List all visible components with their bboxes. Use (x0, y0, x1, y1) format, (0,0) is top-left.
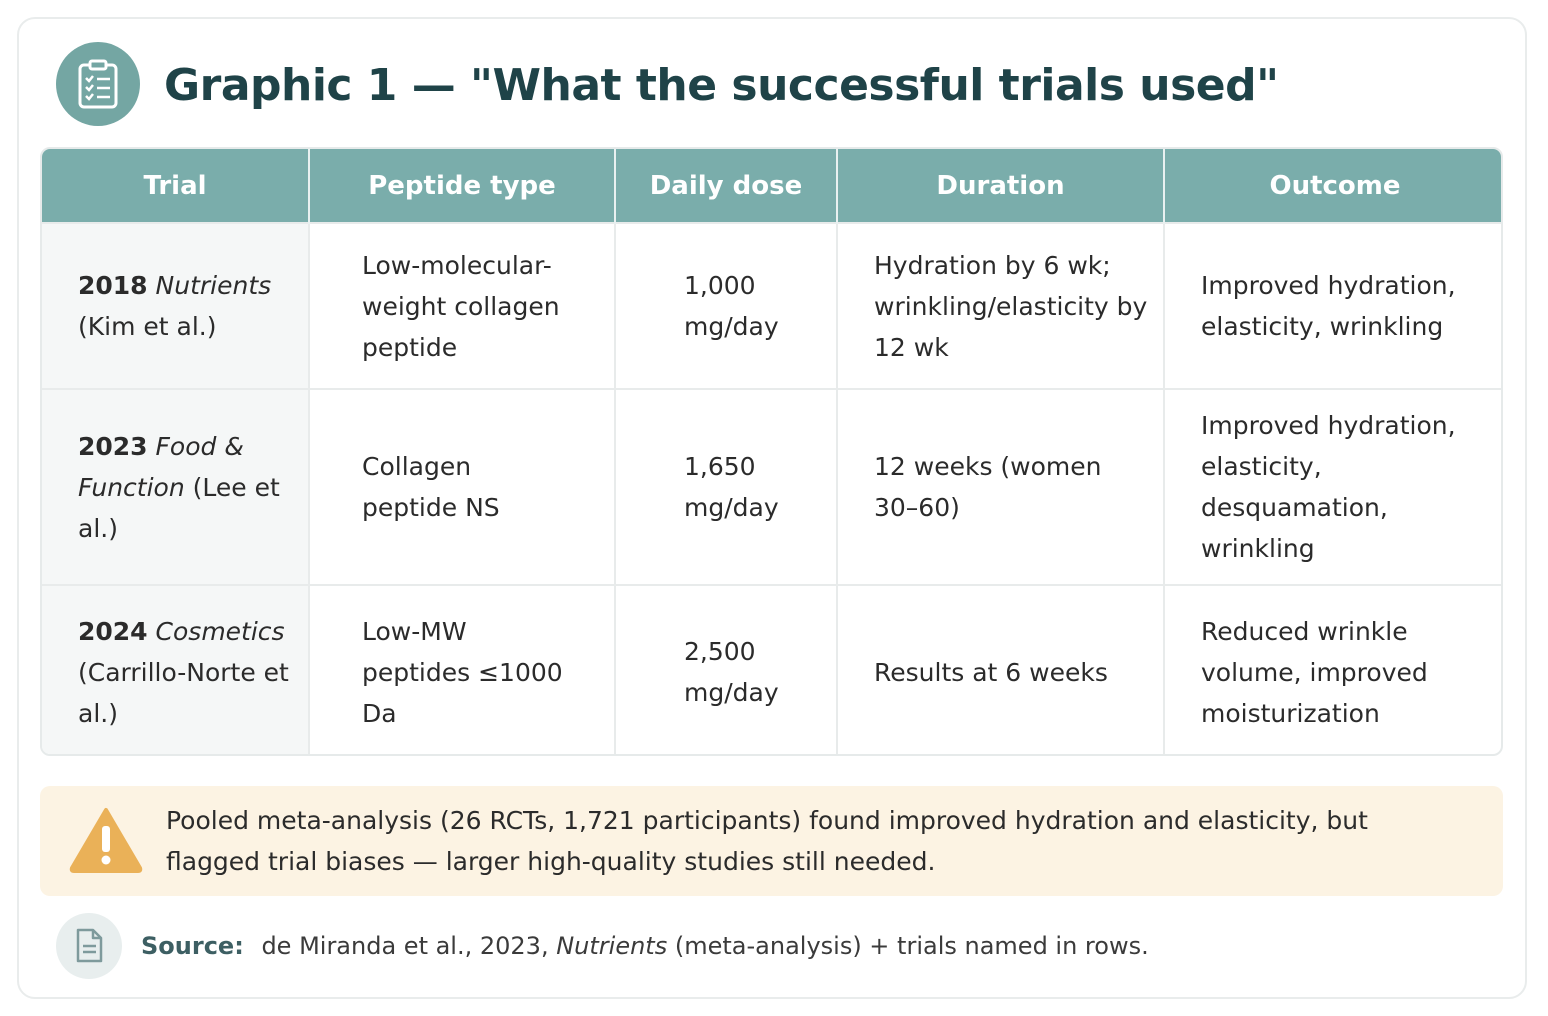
outcome-cell: Improved hydration, elasticity, desquama… (1164, 388, 1501, 585)
daily-dose-cell: 2,500 mg/day (615, 584, 838, 754)
trial-year: 2023 (78, 431, 148, 461)
column-header-peptide-type: Peptide type (309, 149, 616, 223)
trial-year: 2024 (78, 616, 148, 646)
daily-dose-cell: 1,000 mg/day (615, 222, 838, 389)
source-journal: Nutrients (556, 932, 668, 960)
trial-authors: (Kim et al.) (78, 312, 217, 341)
trial-authors: (Carrillo-Norte et al.) (78, 657, 289, 728)
column-header-outcome: Outcome (1164, 149, 1501, 223)
trial-journal: Nutrients (155, 271, 272, 300)
table-row: 2023 Food & Function (Lee et al.) Collag… (42, 388, 1501, 585)
trials-table: Trial Peptide type Daily dose Duration O… (40, 147, 1503, 756)
table-row: 2018 Nutrients (Kim et al.) Low-molecular… (42, 222, 1501, 389)
source-label: Source: (141, 932, 244, 960)
trial-journal: Cosmetics (155, 616, 285, 646)
column-header-trial: Trial (42, 149, 310, 223)
clipboard-checklist-icon (56, 42, 140, 126)
peptide-type-cell: Low-MW peptides ≤1000 Da (309, 584, 616, 754)
warning-callout: Pooled meta-analysis (26 RCTs, 1,721 par… (40, 786, 1503, 896)
warning-text: Pooled meta-analysis (26 RCTs, 1,721 par… (166, 806, 1368, 876)
trial-authors: (Lee et al.) (78, 472, 280, 543)
source-text-before: de Miranda et al., 2023, (261, 932, 549, 960)
source-citation: Source: de Miranda et al., 2023, Nutrien… (141, 928, 1149, 964)
document-icon (56, 913, 122, 979)
column-header-daily-dose: Daily dose (615, 149, 838, 223)
table-header-row: Trial Peptide type Daily dose Duration O… (42, 149, 1501, 223)
outcome-cell: Reduced wrinkle volume, improved moistur… (1164, 584, 1501, 754)
table-row: 2024 Cosmetics (Carrillo-Norte et al.) Lo… (42, 584, 1501, 754)
trial-year: 2018 (78, 271, 148, 300)
page-title: Graphic 1 — "What the successful trials … (164, 60, 1279, 111)
warning-triangle-icon (68, 806, 144, 874)
trial-cell: 2024 Cosmetics (Carrillo-Norte et al.) (42, 584, 310, 754)
trial-cell: 2018 Nutrients (Kim et al.) (42, 222, 310, 389)
duration-cell: Results at 6 weeks (837, 584, 1165, 754)
duration-cell: Hydration by 6 wk; wrinkling/elasticity … (837, 222, 1165, 389)
duration-cell: 12 weeks (women 30–60) (837, 388, 1165, 585)
source-text-after: (meta-analysis) + trials named in rows. (674, 932, 1149, 960)
column-header-duration: Duration (837, 149, 1165, 223)
trial-cell: 2023 Food & Function (Lee et al.) (42, 388, 310, 585)
daily-dose-cell: 1,650 mg/day (615, 388, 838, 585)
peptide-type-cell: Collagen peptide NS (309, 388, 616, 585)
trial-journal: Food & Function (78, 431, 244, 502)
outcome-cell: Improved hydration, elasticity, wrinklin… (1164, 222, 1501, 389)
peptide-type-cell: Low-molecular-weight collagen peptide (309, 222, 616, 389)
